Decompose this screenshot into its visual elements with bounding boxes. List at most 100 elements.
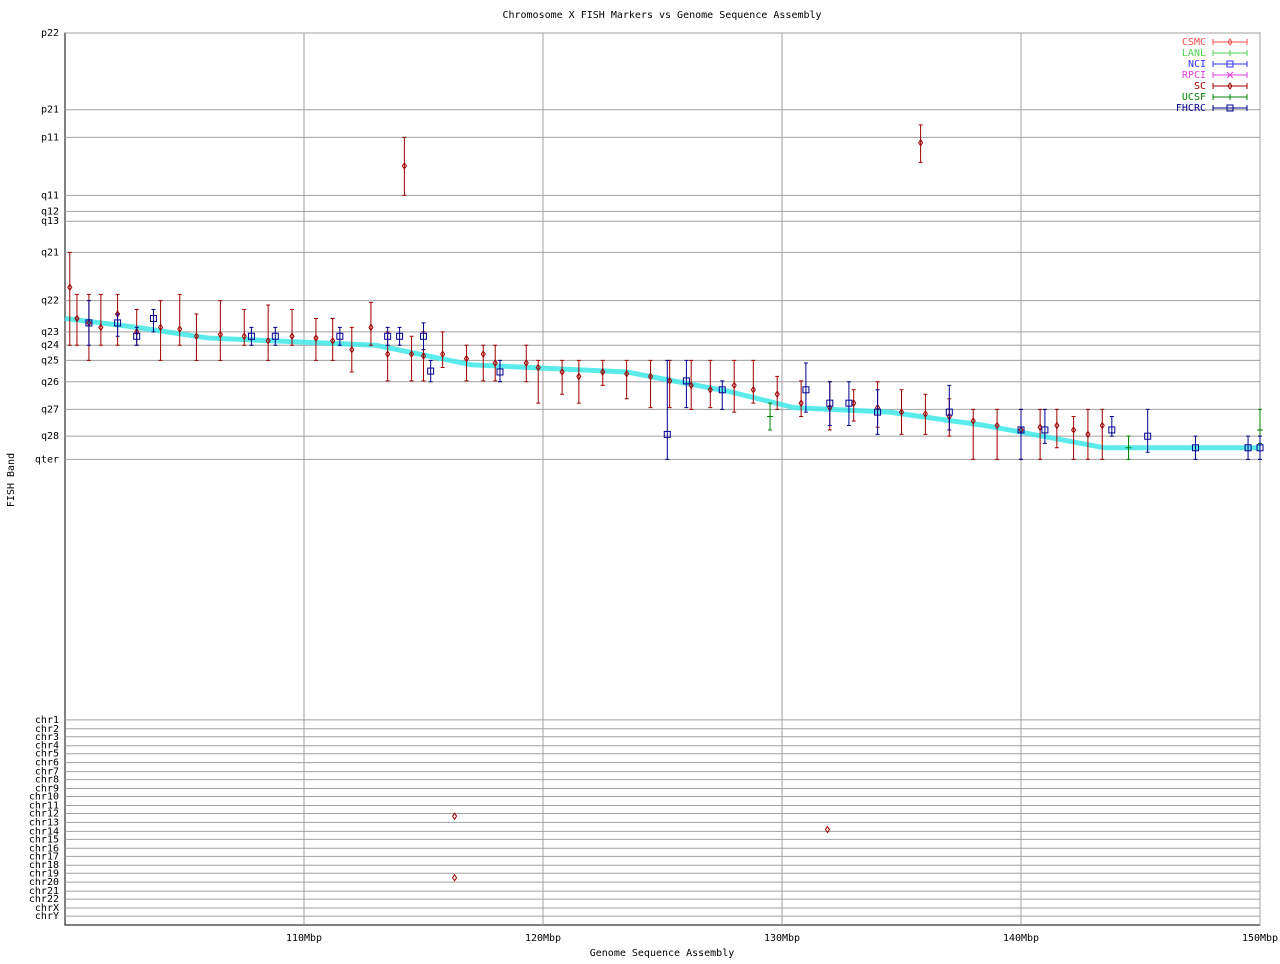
- y-tick-label: chr8: [35, 775, 59, 786]
- y-tick-label: chr7: [35, 767, 59, 778]
- y-tick-label: q25: [41, 355, 59, 366]
- marker: [1037, 423, 1043, 432]
- error-bar: [464, 344, 469, 382]
- y-tick-label: chr21: [29, 886, 59, 897]
- marker: [349, 345, 355, 354]
- y-tick-label: p11: [41, 132, 59, 143]
- error-bar: [803, 362, 808, 413]
- legend-marker: [1227, 94, 1233, 100]
- y-tick-label: chr20: [29, 877, 59, 888]
- marker: [492, 359, 498, 367]
- error-bar: [918, 124, 923, 163]
- error-bar: [218, 300, 223, 361]
- error-bar: [600, 359, 605, 386]
- legend-label: UCSF: [1182, 92, 1206, 103]
- error-bar: [1071, 416, 1076, 460]
- legend-line: [1212, 105, 1248, 111]
- error-bar: [421, 322, 426, 351]
- error-bar: [86, 300, 91, 346]
- y-tick-label: chr4: [35, 741, 59, 752]
- plot-area: [64, 32, 1261, 926]
- error-bar: [923, 393, 928, 435]
- y-tick-label: chrY: [35, 911, 59, 922]
- error-bar: [266, 304, 271, 361]
- error-bar: [524, 344, 529, 383]
- marker: [798, 399, 804, 408]
- error-bar: [194, 313, 199, 361]
- y-tick-label: chr13: [29, 817, 59, 828]
- error-bar: [1042, 408, 1047, 444]
- x-tick-label: 140Mbp: [1003, 933, 1039, 944]
- marker: [1244, 444, 1252, 452]
- marker: [440, 350, 446, 359]
- error-bar: [330, 317, 335, 361]
- marker: [682, 377, 690, 385]
- y-tick-label: chr14: [29, 826, 59, 837]
- marker: [774, 390, 780, 399]
- error-bar: [337, 326, 342, 346]
- y-tick-label: chr2: [35, 724, 59, 735]
- marker: [970, 417, 976, 425]
- marker: [67, 283, 73, 292]
- y-tick-label: chr17: [29, 851, 59, 862]
- y-tick-label: chr10: [29, 792, 59, 803]
- marker: [1054, 421, 1060, 430]
- marker: [1257, 426, 1263, 433]
- error-bar: [665, 359, 670, 460]
- y-tick-label: chr18: [29, 860, 59, 871]
- marker: [177, 325, 183, 334]
- error-bar: [947, 384, 952, 431]
- y-tick-label: chr5: [35, 749, 59, 760]
- error-bar: [720, 380, 725, 410]
- marker: [241, 332, 247, 341]
- marker: [85, 319, 93, 327]
- marker: [149, 314, 157, 322]
- error-bar: [899, 389, 904, 435]
- marker: [1191, 444, 1199, 452]
- y-tick-label: q21: [41, 247, 59, 258]
- error-bar: [115, 313, 120, 337]
- marker: [1017, 426, 1025, 434]
- y-tick-label: q22: [41, 296, 59, 307]
- marker: [368, 323, 374, 332]
- error-bar: [846, 381, 851, 426]
- y-tick-label: qter: [35, 454, 59, 465]
- marker: [918, 138, 924, 147]
- marker: [802, 386, 810, 394]
- error-bar: [875, 389, 880, 435]
- x-axis-label: Genome Sequence Assembly: [590, 948, 735, 959]
- error-bar: [1246, 435, 1251, 460]
- marker: [1125, 444, 1132, 451]
- error-bar: [428, 359, 433, 383]
- error-bar: [536, 359, 541, 404]
- error-bar: [827, 381, 832, 426]
- legend-label: NCI: [1188, 59, 1206, 70]
- marker: [898, 408, 905, 417]
- marker: [74, 314, 80, 323]
- marker: [463, 354, 470, 363]
- legend-label: LANL: [1182, 48, 1206, 59]
- y-tick-label: q23: [41, 327, 59, 338]
- error-bar: [1100, 408, 1105, 460]
- marker: [994, 421, 1000, 430]
- y-tick-label: chrX: [35, 903, 59, 914]
- marker: [945, 408, 953, 416]
- marker: [396, 332, 404, 340]
- error-bar: [409, 335, 414, 382]
- error-bar: [1193, 435, 1198, 460]
- marker: [427, 367, 435, 375]
- legend-marker: [1226, 60, 1234, 68]
- marker: [480, 350, 486, 359]
- marker: [523, 359, 529, 367]
- marker: [624, 369, 630, 378]
- marker: [826, 399, 834, 407]
- marker: [667, 376, 673, 385]
- error-bar: [151, 309, 156, 333]
- marker: [247, 332, 255, 340]
- error-bar: [1085, 408, 1090, 460]
- error-bar: [74, 293, 79, 346]
- y-tick-label: p22: [41, 28, 59, 39]
- y-tick-label: chr15: [29, 834, 59, 845]
- marker: [663, 430, 671, 438]
- y-tick-label: chr6: [35, 758, 59, 769]
